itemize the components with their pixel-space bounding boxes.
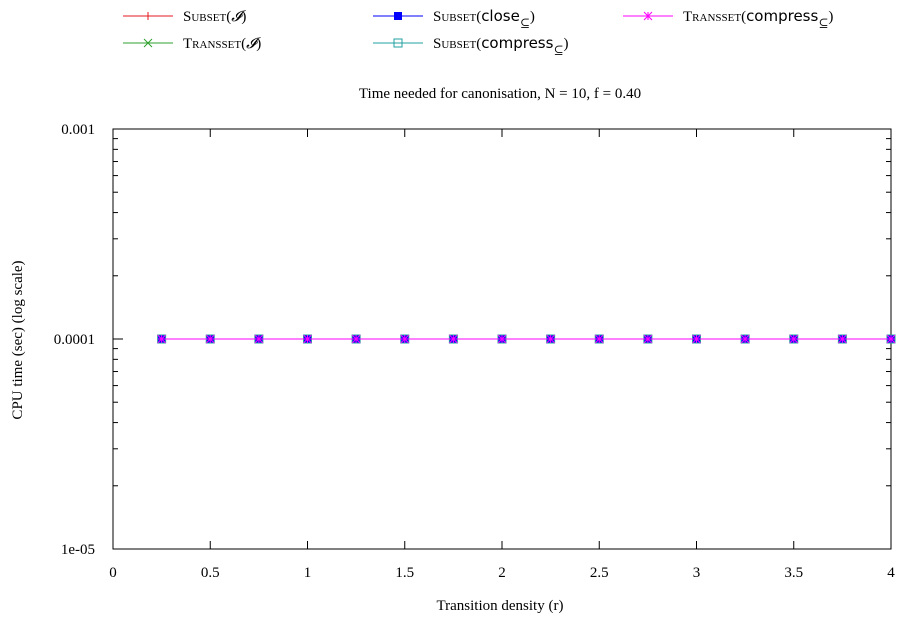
legend-label: Subset(close⊆) [433, 7, 535, 30]
series-point [497, 334, 507, 344]
x-tick-label: 4 [887, 565, 895, 581]
series-point [886, 334, 896, 344]
series-point [449, 334, 458, 344]
y-axis: 1e-05 0.0001 0.001 [54, 122, 891, 558]
legend-item: Subset(close⊆) [373, 7, 535, 30]
x-tick-label: 0.5 [201, 565, 220, 581]
y-tick-label: 0.0001 [54, 332, 95, 348]
series-line [157, 334, 896, 344]
legend-item: Subset(compress⊆) [373, 34, 569, 57]
legend-label: Transset(𝓘) [183, 36, 261, 52]
series-point [144, 12, 152, 20]
chart-title: Time needed for canonisation, N = 10, f … [359, 86, 641, 102]
legend-item: Transset(𝓘) [123, 36, 261, 52]
x-tick-label: 2.5 [590, 565, 609, 581]
series-point [546, 334, 555, 344]
series-point [394, 12, 402, 20]
y-axis-label: CPU time (sec) (log scale) [10, 260, 26, 419]
y-tick-label: 0.001 [61, 122, 95, 138]
x-axis: 0 0.5 1 1.5 2 2.5 3 3.5 4 [109, 129, 895, 581]
series-point [351, 334, 361, 344]
series-point [643, 11, 653, 21]
legend-item: Subset(𝓘) [123, 9, 246, 25]
legend-item: Transset(compress⊆) [623, 7, 833, 30]
y-tick-label: 1e-05 [61, 542, 95, 558]
legend-label: Subset(compress⊆) [433, 34, 569, 57]
series-point [400, 334, 410, 344]
legend: Subset(𝓘) Transset(𝓘) Subset(close⊆) Subset… [123, 7, 833, 57]
x-tick-label: 1.5 [395, 565, 414, 581]
x-axis-label: Transition density (r) [437, 598, 564, 614]
series-point [594, 334, 604, 344]
legend-label: Transset(compress⊆) [683, 7, 833, 30]
series-point [789, 334, 799, 344]
series-group [157, 334, 896, 344]
series-point [254, 334, 264, 344]
series-point [303, 334, 312, 344]
x-tick-label: 0 [109, 565, 117, 581]
series-point [740, 334, 750, 344]
series-point [838, 334, 847, 344]
x-tick-label: 3.5 [784, 565, 803, 581]
x-tick-label: 2 [498, 565, 506, 581]
legend-label: Subset(𝓘) [183, 9, 246, 25]
x-tick-label: 3 [693, 565, 701, 581]
series-point [692, 334, 701, 344]
series-point [143, 38, 153, 48]
x-tick-label: 1 [304, 565, 312, 581]
series-point [393, 38, 403, 48]
series-point [643, 334, 653, 344]
series-point [205, 334, 215, 344]
series-point [157, 334, 166, 344]
